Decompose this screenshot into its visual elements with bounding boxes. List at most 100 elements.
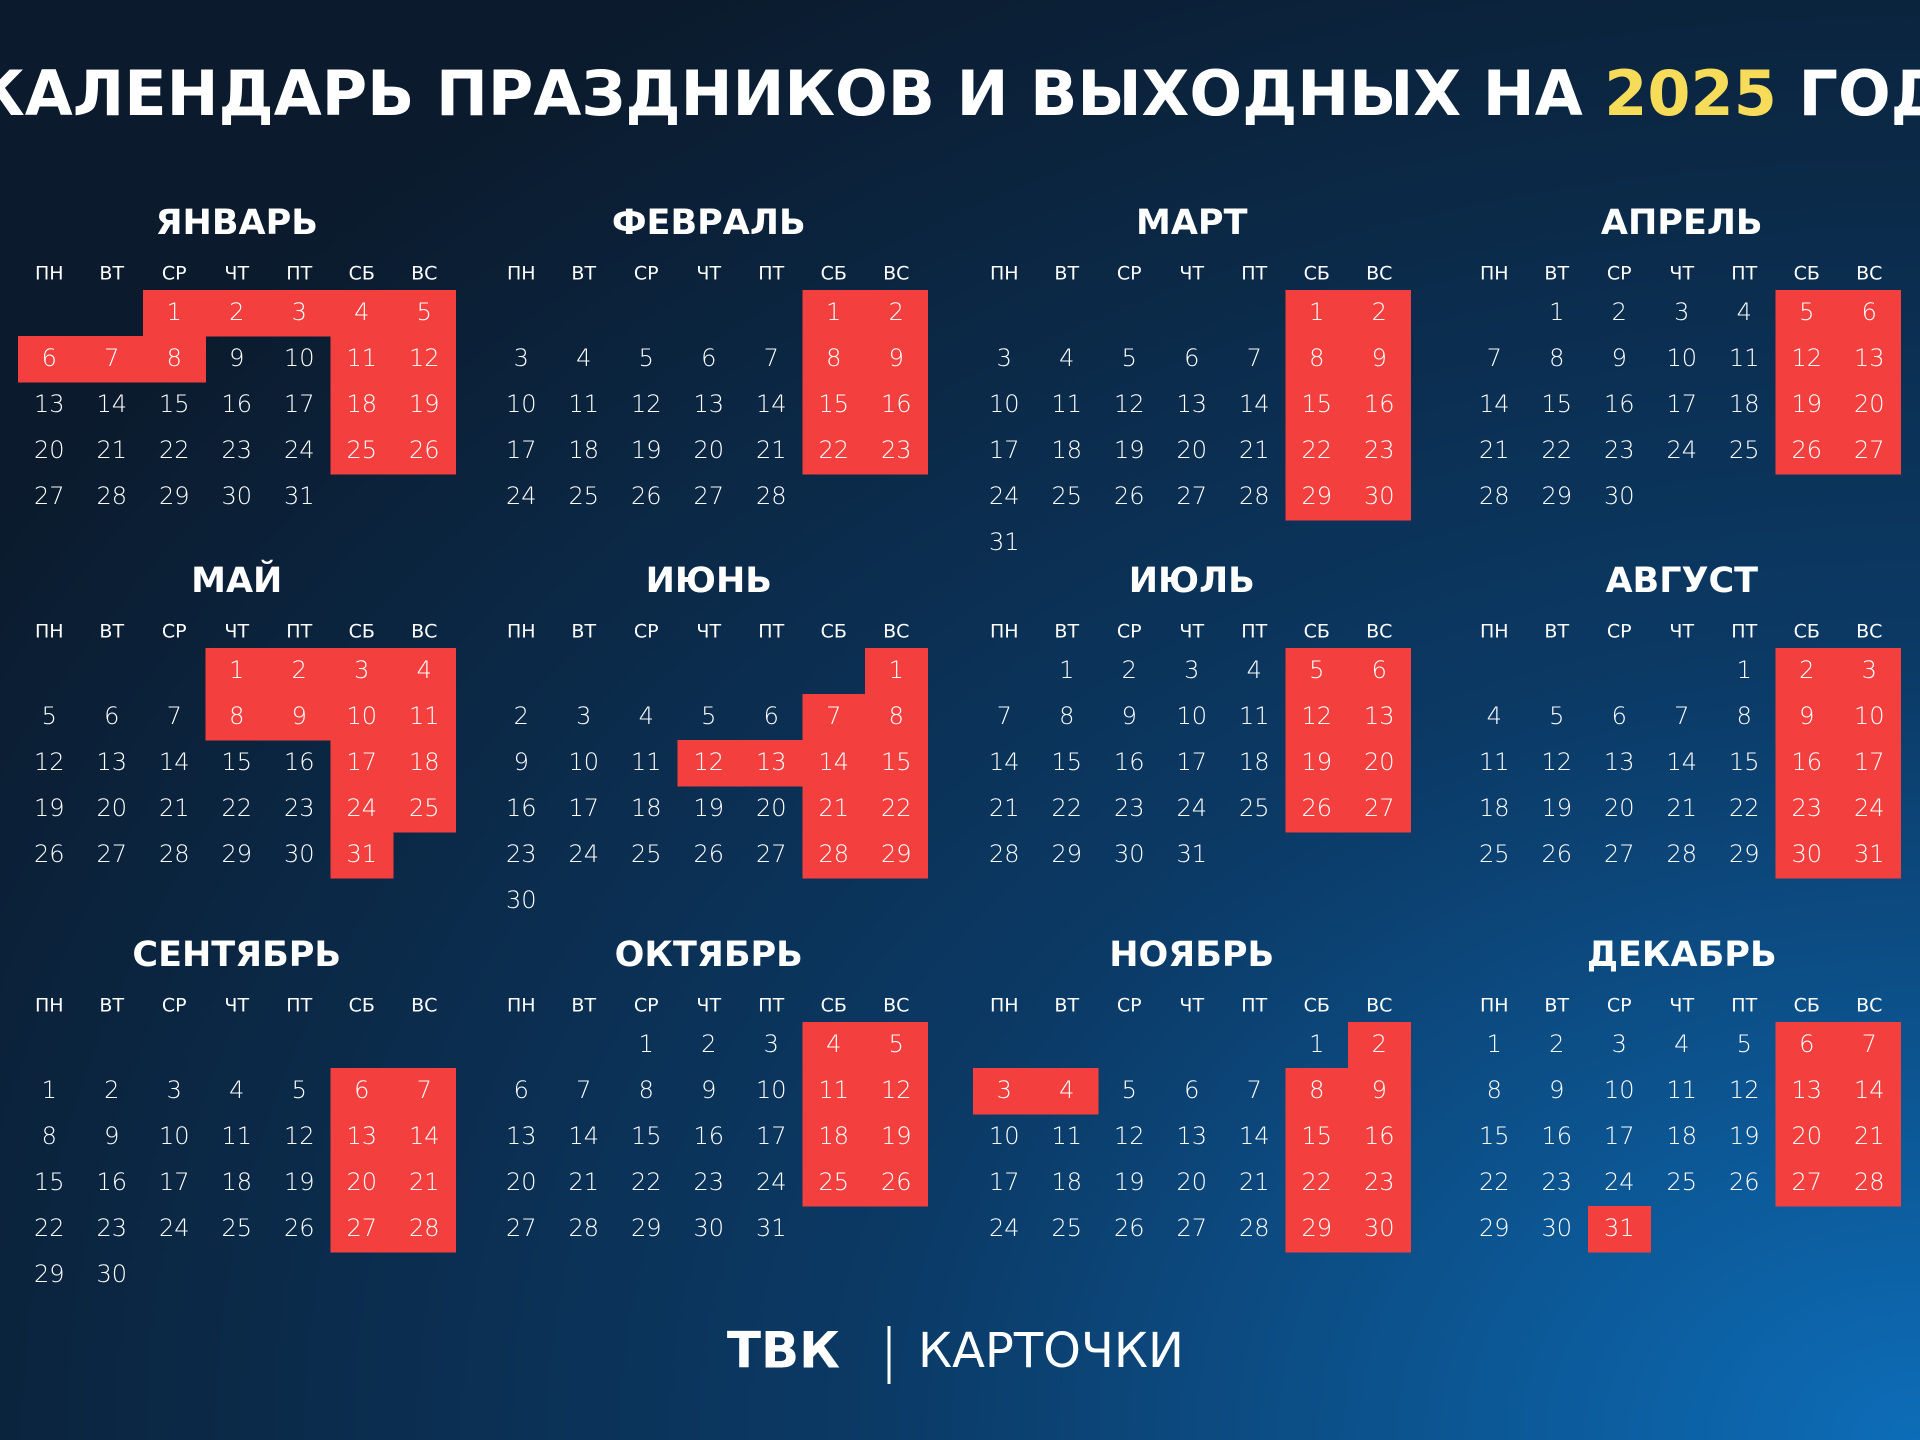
day-number: 7	[1247, 1076, 1262, 1104]
day-number: 17	[1176, 748, 1207, 776]
day-number: 17	[568, 794, 599, 822]
day-number: 21	[1239, 436, 1270, 464]
day-number: 4	[354, 298, 369, 326]
holiday-cell	[802, 336, 866, 383]
day-number: 10	[1854, 702, 1885, 730]
day-number: 28	[1239, 1214, 1270, 1242]
holiday-cell	[1348, 336, 1411, 383]
day-number: 22	[1479, 1168, 1510, 1196]
day-number: 13	[1604, 748, 1635, 776]
day-number: 19	[1114, 1168, 1145, 1196]
footer-brand: ТВК	[727, 1322, 840, 1380]
day-number: 22	[159, 436, 190, 464]
day-number: 18	[1239, 748, 1270, 776]
day-number: 14	[159, 748, 190, 776]
holiday-cell	[1775, 1160, 1839, 1207]
holiday-cell	[802, 428, 866, 475]
weekday-label: СР	[634, 621, 659, 643]
day-number: 18	[1729, 390, 1760, 418]
holiday-cell	[205, 290, 269, 337]
day-number: 10	[568, 748, 599, 776]
day-number: 13	[34, 390, 65, 418]
day-number: 3	[354, 656, 369, 684]
weekday-label: ВТ	[1544, 263, 1569, 285]
day-number: 21	[1239, 1168, 1270, 1196]
day-number: 1	[826, 298, 841, 326]
day-number: 13	[1176, 390, 1207, 418]
day-number: 22	[1541, 436, 1572, 464]
weekday-label: СБ	[1304, 263, 1330, 285]
weekday-label: СР	[1117, 263, 1142, 285]
day-number: 29	[1051, 840, 1082, 868]
day-number: 7	[997, 702, 1012, 730]
day-number: 24	[1604, 1168, 1635, 1196]
holiday-cell	[1775, 336, 1839, 383]
holiday-cell	[802, 382, 866, 429]
day-number: 8	[229, 702, 244, 730]
day-number: 4	[229, 1076, 244, 1104]
day-number: 20	[1791, 1122, 1822, 1150]
day-number: 26	[1114, 1214, 1145, 1242]
weekday-label: ВС	[1856, 263, 1882, 285]
day-number: 20	[96, 794, 127, 822]
day-number: 18	[346, 390, 377, 418]
day-number: 5	[1122, 1076, 1137, 1104]
day-number: 28	[756, 482, 787, 510]
weekday-label: ПТ	[1241, 621, 1267, 643]
day-number: 27	[1791, 1168, 1822, 1196]
day-number: 23	[1541, 1168, 1572, 1196]
day-number: 28	[818, 840, 849, 868]
day-number: 6	[514, 1076, 529, 1104]
day-number: 28	[96, 482, 127, 510]
day-number: 14	[568, 1122, 599, 1150]
weekday-label: ВС	[1366, 995, 1392, 1017]
holiday-cell	[1775, 740, 1839, 787]
day-number: 15	[1301, 1122, 1332, 1150]
holiday-cell	[330, 382, 394, 429]
holiday-cell	[865, 428, 928, 475]
holiday-cell	[1838, 336, 1901, 383]
holiday-cell	[1285, 382, 1349, 429]
day-number: 18	[1666, 1122, 1697, 1150]
holiday-cell	[330, 1068, 394, 1115]
day-number: 27	[1364, 794, 1395, 822]
day-number: 15	[1051, 748, 1082, 776]
day-number: 26	[631, 482, 662, 510]
day-number: 13	[1854, 344, 1885, 372]
holiday-cell	[268, 290, 331, 337]
holiday-cell	[1838, 382, 1901, 429]
weekday-label: ПН	[1480, 995, 1509, 1017]
holiday-cell	[1838, 786, 1901, 833]
day-number: 3	[997, 344, 1012, 372]
holiday-cell	[1348, 382, 1411, 429]
day-number: 18	[1051, 436, 1082, 464]
day-number: 29	[34, 1260, 65, 1288]
day-number: 6	[701, 344, 716, 372]
day-number: 4	[417, 656, 432, 684]
holiday-cell	[18, 336, 81, 383]
day-number: 10	[159, 1122, 190, 1150]
weekday-label: ВС	[1856, 621, 1882, 643]
day-number: 30	[221, 482, 252, 510]
holiday-cell	[393, 428, 456, 475]
day-number: 2	[104, 1076, 119, 1104]
day-number: 12	[284, 1122, 315, 1150]
day-number: 6	[354, 1076, 369, 1104]
holiday-cell	[330, 786, 394, 833]
day-number: 14	[1239, 390, 1270, 418]
weekday-label: ВС	[883, 621, 909, 643]
day-number: 15	[34, 1168, 65, 1196]
day-number: 5	[1737, 1030, 1752, 1058]
day-number: 26	[284, 1214, 315, 1242]
day-number: 25	[818, 1168, 849, 1196]
day-number: 27	[96, 840, 127, 868]
day-number: 2	[1549, 1030, 1564, 1058]
day-number: 23	[1364, 436, 1395, 464]
holiday-cell	[1285, 648, 1349, 695]
weekday-label: ВС	[1366, 621, 1392, 643]
day-number: 4	[1674, 1030, 1689, 1058]
holiday-cell	[330, 832, 394, 879]
day-number: 9	[514, 748, 529, 776]
holiday-cell	[1285, 428, 1349, 475]
day-number: 8	[826, 344, 841, 372]
